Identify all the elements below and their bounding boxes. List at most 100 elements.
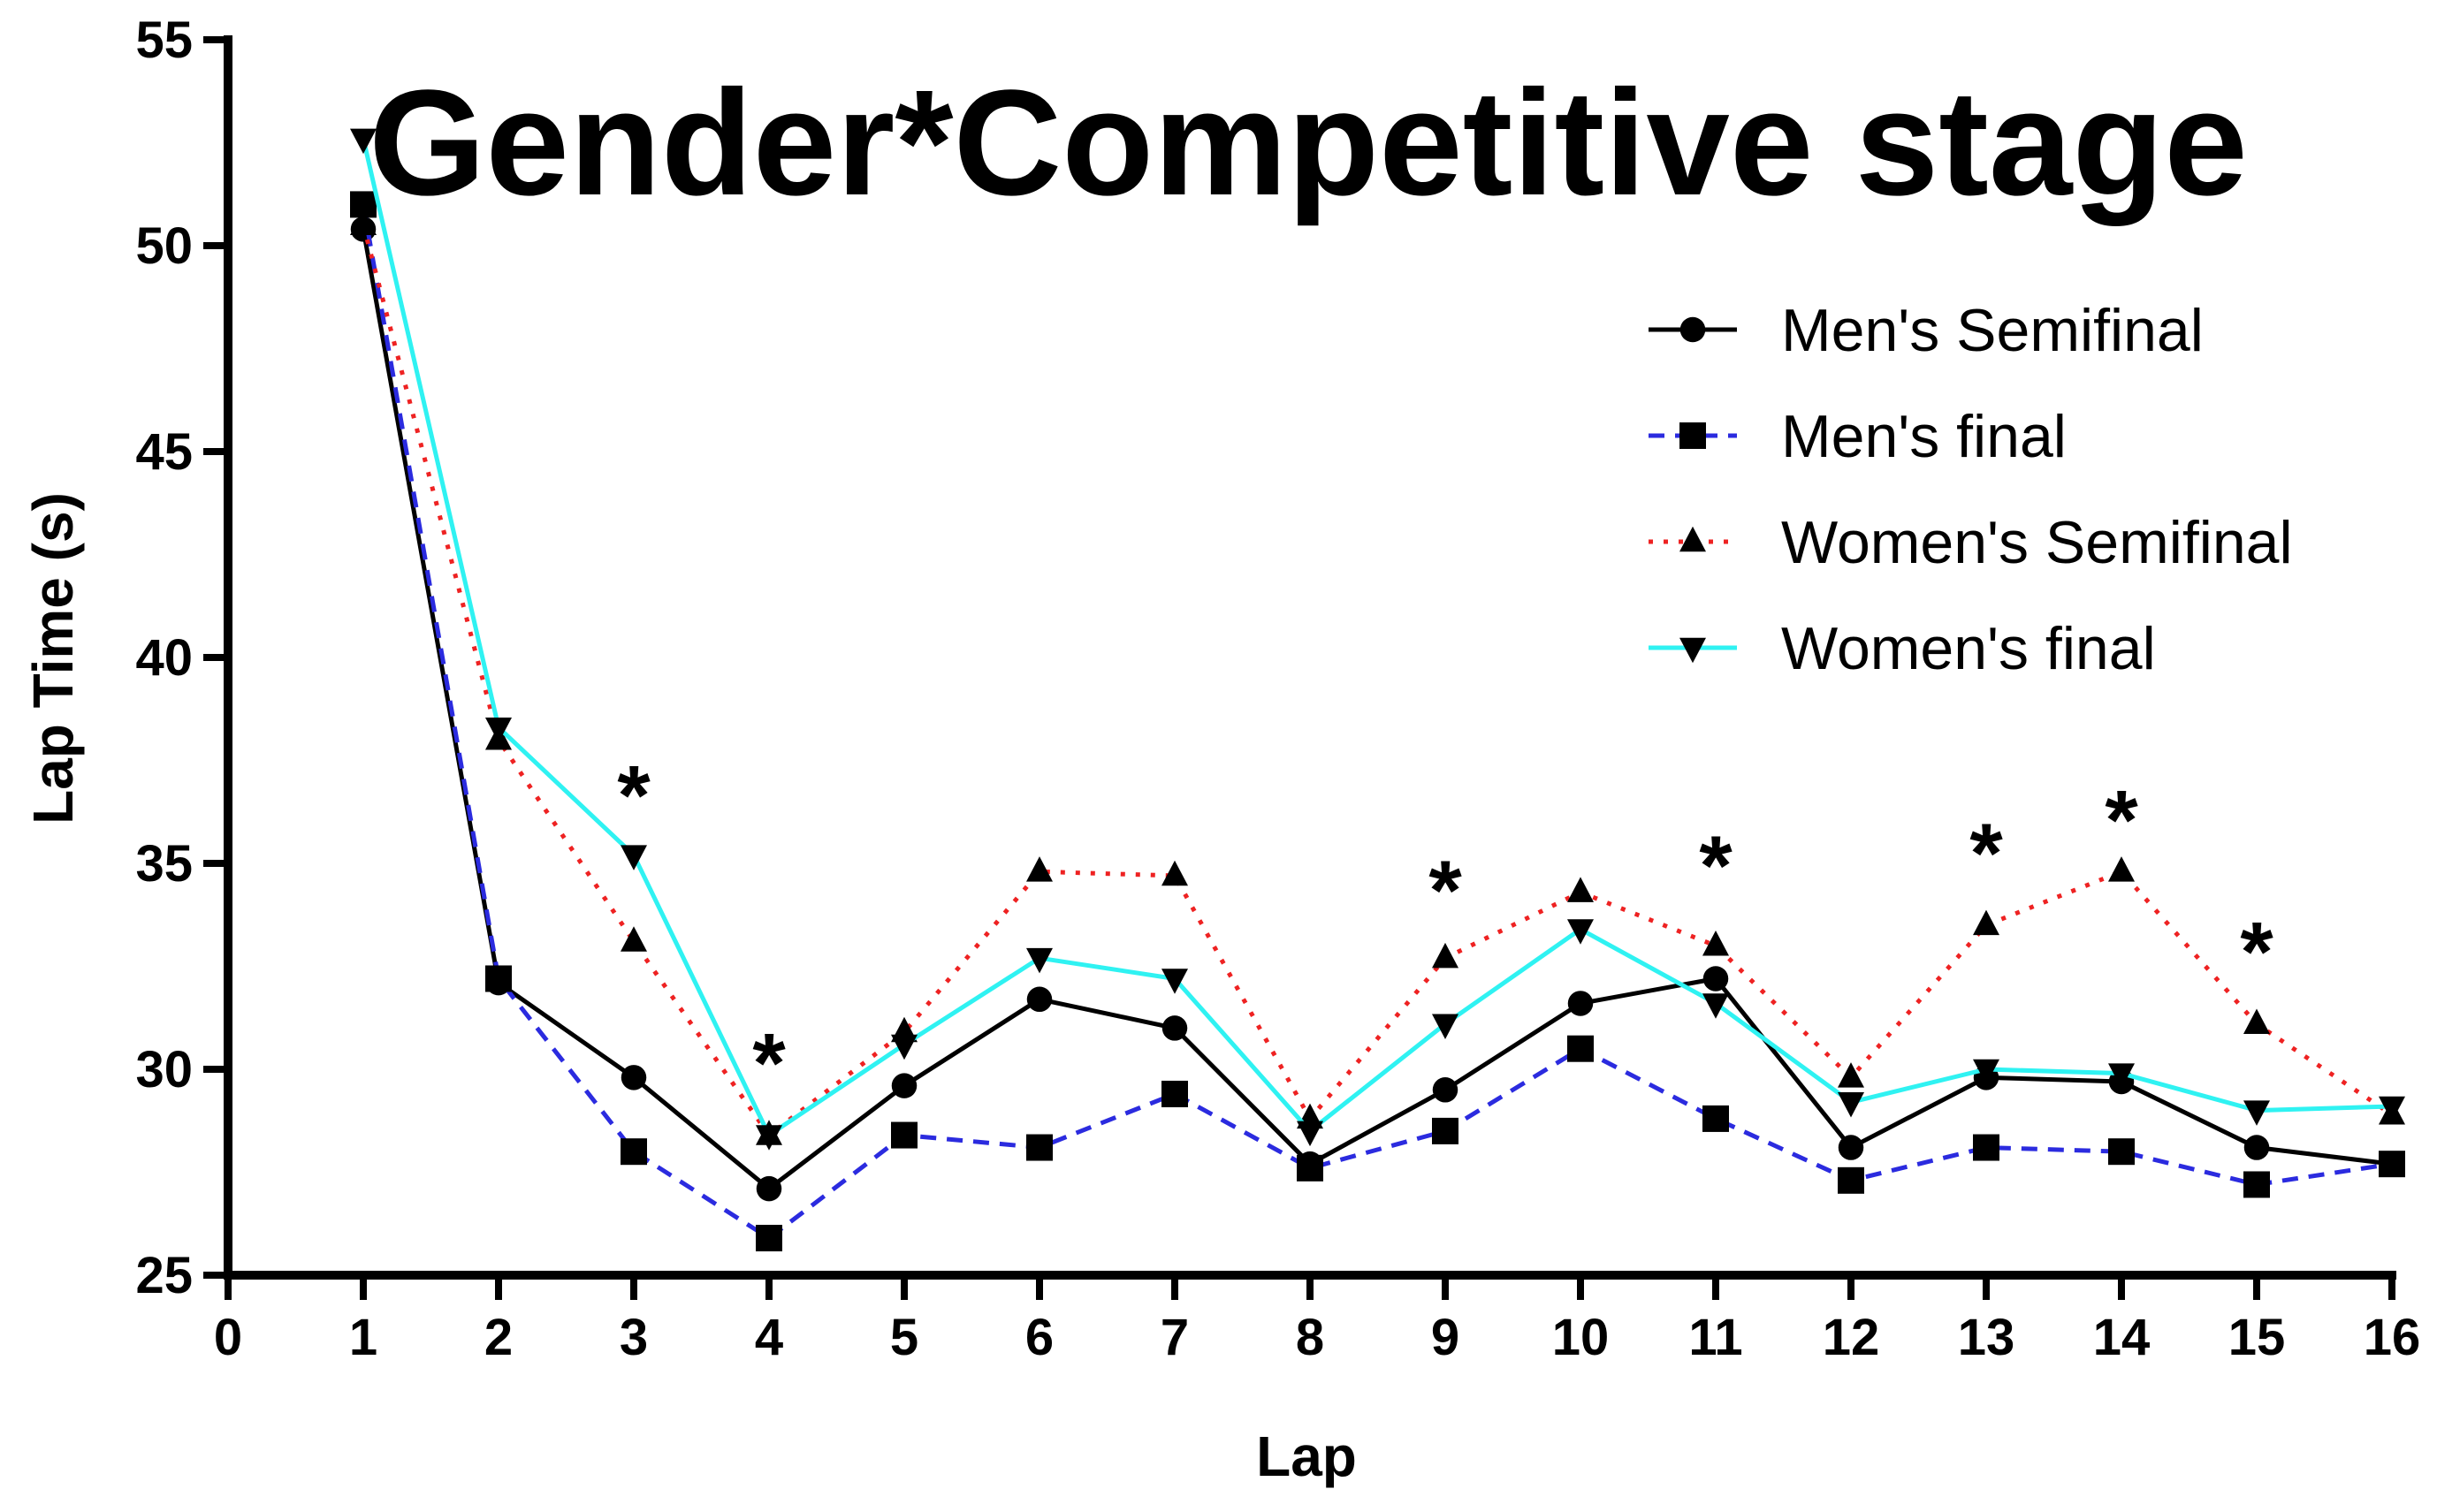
- data-point: [2379, 1096, 2405, 1122]
- data-point: [621, 926, 647, 952]
- data-point: [1026, 1134, 1053, 1161]
- legend-item: Men's Semifinal: [1649, 297, 2204, 364]
- significance-asterisk: *: [752, 1016, 786, 1111]
- legend-label: Women's Semifinal: [1781, 509, 2293, 576]
- data-point: [1838, 1062, 1864, 1088]
- significance-asterisk: *: [2240, 905, 2273, 999]
- legend-item: Men's final: [1649, 403, 2067, 470]
- data-point: [1567, 991, 1594, 1016]
- data-point: [756, 1175, 782, 1202]
- data-point: [1567, 877, 1594, 902]
- y-axis-title: Lap Time (s): [21, 492, 85, 824]
- y-tick-label: 45: [135, 423, 193, 481]
- series-0: [350, 217, 2405, 1202]
- legend: Men's Semifinal Men's final Women's Semifi…: [1649, 297, 2293, 682]
- legend-label: Men's Semifinal: [1781, 297, 2204, 364]
- data-point: [1973, 909, 1999, 936]
- series-line: [361, 228, 2393, 1191]
- data-point: [1161, 860, 1188, 886]
- data-point: [1838, 1166, 1864, 1194]
- x-tick-label: 0: [214, 1309, 242, 1366]
- data-point: [1297, 1121, 1323, 1147]
- significance-asterisk: *: [1699, 818, 1733, 913]
- x-tick-label: 6: [1025, 1309, 1054, 1366]
- x-tick-label: 1: [349, 1309, 377, 1366]
- data-point: [1838, 1092, 1864, 1118]
- data-point: [891, 1073, 918, 1098]
- series-line: [361, 138, 2393, 1138]
- series-line: [361, 203, 2393, 1241]
- x-tick-label: 7: [1161, 1309, 1189, 1366]
- data-point: [350, 209, 377, 235]
- x-tick-label: 9: [1431, 1309, 1459, 1366]
- data-point: [891, 1034, 918, 1060]
- data-point: [1567, 919, 1594, 945]
- data-point: [485, 717, 512, 743]
- data-point: [1161, 1080, 1188, 1107]
- data-point: [621, 845, 647, 870]
- legend-item: Women's final: [1649, 615, 2156, 682]
- data-point: [2243, 1008, 2270, 1034]
- data-point: [1161, 1015, 1188, 1041]
- data-point: [891, 1121, 918, 1149]
- y-tick-label: 25: [135, 1247, 193, 1304]
- data-point: [2243, 1171, 2270, 1198]
- data-point: [1297, 1154, 1323, 1181]
- x-tick-label: 13: [1958, 1309, 2015, 1366]
- data-point: [2379, 1151, 2405, 1178]
- data-point: [2108, 1063, 2135, 1089]
- x-tick-label: 2: [484, 1309, 513, 1366]
- data-point: [1838, 1135, 1864, 1160]
- data-point: [621, 1138, 647, 1166]
- legend-label: Women's final: [1781, 615, 2156, 682]
- data-point: [1432, 1117, 1458, 1144]
- series-group: [350, 128, 2405, 1252]
- data-point: [2108, 1138, 2135, 1166]
- series-line: [361, 224, 2394, 1138]
- legend-marker: [1679, 422, 1706, 449]
- x-tick-label: 10: [1552, 1309, 1610, 1366]
- legend-label: Men's final: [1781, 403, 2067, 470]
- significance-asterisk: *: [2105, 773, 2138, 868]
- data-point: [2243, 1100, 2270, 1126]
- x-tick-label: 15: [2228, 1309, 2286, 1366]
- legend-marker: [1679, 637, 1706, 664]
- data-point: [1702, 930, 1729, 956]
- data-point: [1161, 969, 1188, 994]
- x-tick-label: 11: [1688, 1309, 1742, 1366]
- y-tick-label: 40: [135, 629, 193, 687]
- data-point: [1026, 947, 1053, 974]
- x-tick-label: 8: [1296, 1309, 1324, 1366]
- data-point: [1702, 993, 1729, 1019]
- series-3: [350, 128, 2405, 1151]
- x-tick-label: 16: [2364, 1309, 2421, 1366]
- x-axis-title: Lap: [1256, 1425, 1357, 1488]
- data-point: [1026, 856, 1053, 882]
- legend-marker: [1679, 316, 1706, 343]
- y-tick-label: 50: [135, 217, 193, 275]
- data-point: [756, 1125, 782, 1151]
- series-1: [350, 191, 2405, 1252]
- y-tick-label: 35: [135, 835, 193, 893]
- data-point: [1702, 1105, 1729, 1132]
- significance-asterisk: *: [1969, 806, 2003, 900]
- data-point: [1567, 1035, 1594, 1062]
- data-point: [1702, 966, 1729, 992]
- x-tick-label: 14: [2093, 1309, 2151, 1366]
- data-point: [621, 1065, 647, 1090]
- data-point: [485, 965, 512, 992]
- legend-marker: [1679, 526, 1706, 552]
- x-tick-label: 4: [755, 1309, 783, 1366]
- x-tick-label: 3: [620, 1309, 648, 1366]
- data-point: [2108, 856, 2135, 882]
- y-tick-label: 30: [135, 1041, 193, 1098]
- chart-title: Gender*Competitive stage: [369, 59, 2248, 227]
- x-tick-label: 12: [1823, 1309, 1880, 1366]
- y-tick-label: 55: [135, 11, 193, 69]
- data-point: [350, 128, 377, 155]
- data-point: [2243, 1135, 2270, 1160]
- data-point: [1973, 1059, 1999, 1085]
- significance-asterisk: *: [617, 748, 651, 843]
